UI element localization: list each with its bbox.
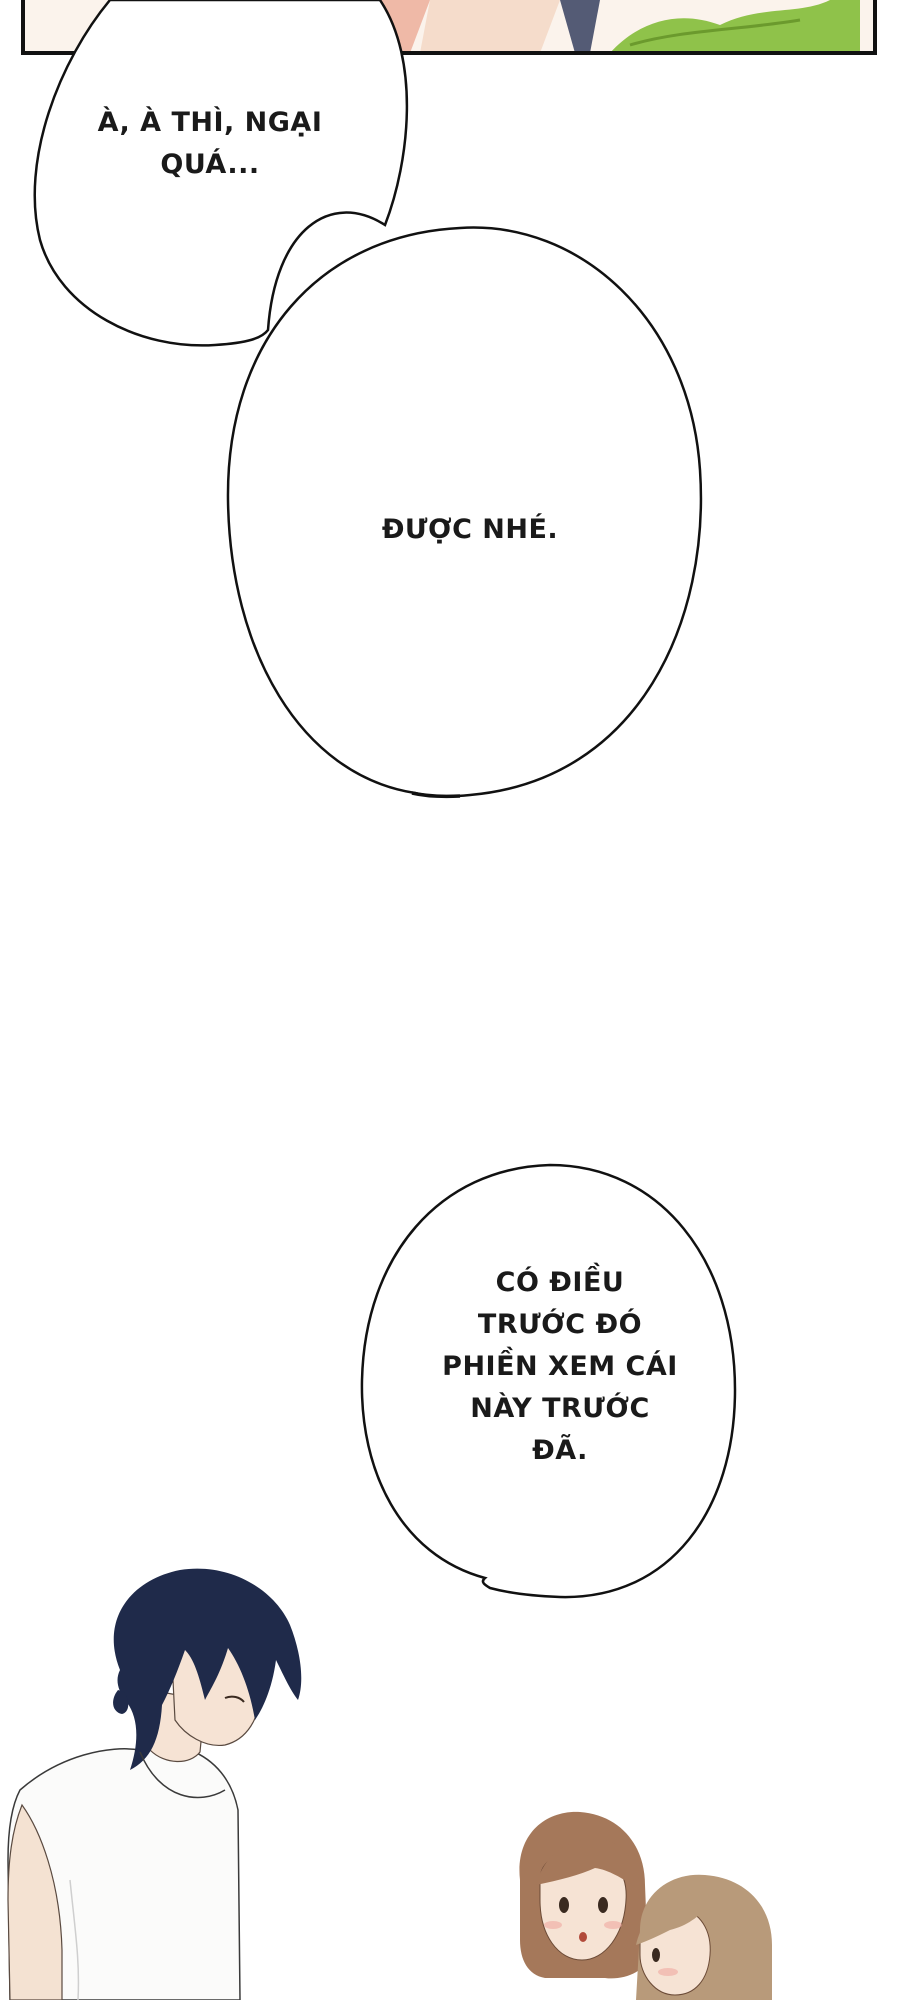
bubble-3-line-2: TRƯỚC ĐÓ xyxy=(477,1309,643,1340)
top-panel-border xyxy=(21,0,877,55)
leaf-vein xyxy=(629,18,801,47)
leaf-shape xyxy=(610,0,860,53)
girl2-blush xyxy=(658,1968,678,1976)
speech-bubble-1 xyxy=(33,0,409,347)
top-panel-art-skin xyxy=(420,0,560,53)
girl-left-eye xyxy=(559,1897,569,1913)
light-haired-girl xyxy=(636,1874,772,2000)
bubble-3-line-3: PHIỀN XEM CÁI xyxy=(442,1351,678,1382)
dark-haired-character xyxy=(7,1568,302,2000)
girl-blush-left xyxy=(544,1921,562,1929)
bubble-1-line-1: À, À THÌ, NGẠI xyxy=(97,107,323,138)
girl-mouth xyxy=(579,1932,587,1942)
character-eye xyxy=(224,1695,245,1703)
character-hair-tie xyxy=(113,1690,129,1714)
bubble-3-line-1: CÓ ĐIỀU xyxy=(495,1267,625,1298)
brown-haired-girl xyxy=(519,1811,648,1979)
character-hair xyxy=(113,1568,302,1770)
character-body-shirt xyxy=(7,1748,241,2000)
bubble-1-line-2: QUÁ... xyxy=(160,149,260,180)
top-panel-art-dark xyxy=(560,0,600,53)
character-arm xyxy=(7,1803,63,2000)
girl-bangs xyxy=(536,1839,640,1890)
girl-right-eye xyxy=(598,1897,608,1913)
girl2-eye xyxy=(652,1948,660,1962)
bubble-3-line-5: ĐÃ. xyxy=(532,1435,588,1466)
shirt-fold xyxy=(69,1879,80,2000)
bubble-1-text: À, À THÌ, NGẠI QUÁ... xyxy=(60,102,360,186)
girl2-bangs xyxy=(636,1897,715,1945)
girl-blush-right xyxy=(604,1921,622,1929)
bubble-3-text: CÓ ĐIỀU TRƯỚC ĐÓ PHIỀN XEM CÁI NÀY TRƯỚC… xyxy=(400,1262,720,1472)
speech-bubble-3 xyxy=(360,1163,737,1599)
bubble-3-line-4: NÀY TRƯỚC xyxy=(470,1393,650,1424)
shirt-collar xyxy=(139,1751,226,1799)
bubble-2-line-1: ĐƯỢC NHÉ. xyxy=(381,514,559,545)
speech-bubble-2-tail xyxy=(411,791,461,799)
bubble-2-text: ĐƯỢC NHÉ. xyxy=(310,509,630,551)
